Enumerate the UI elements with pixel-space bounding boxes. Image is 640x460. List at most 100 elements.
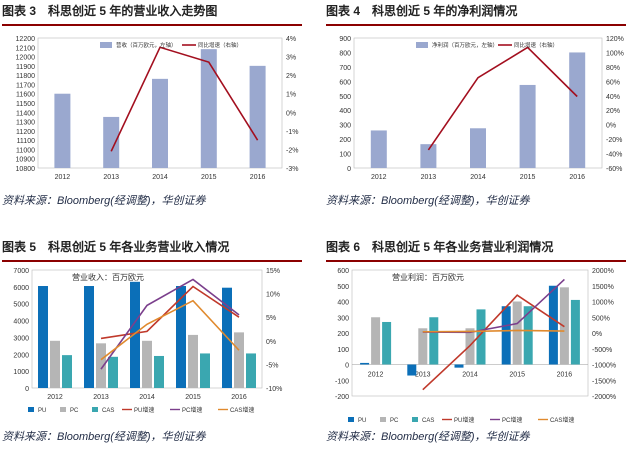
net-profit-chart: 0 100 200 300 400 500 600 700 800 900 -60% -40% -20%… [339, 36, 624, 181]
series-line [100, 278, 240, 370]
bar [234, 332, 244, 388]
x-tick-label: 2016 [250, 174, 266, 181]
legend-label: PC [390, 418, 399, 424]
bar [62, 355, 72, 388]
y-left-tick-label: 100 [337, 347, 349, 354]
y-left-tick-label: 12100 [16, 45, 36, 52]
legend-label: CAS [102, 408, 114, 414]
bar [176, 286, 186, 388]
bar [142, 340, 152, 388]
bar [523, 306, 533, 365]
series-line [422, 329, 565, 333]
x-tick-label: 2013 [93, 394, 109, 401]
legend-label: 营收（百万欧元，左轴） [116, 41, 177, 49]
y-left-tick-label: 600 [339, 79, 351, 86]
y-right-tick-label: 1% [286, 92, 296, 99]
y-right-tick-label: -5% [266, 362, 278, 369]
legend-swatch [416, 42, 428, 48]
y-left-tick-label: 500 [339, 94, 351, 101]
y-left-tick-label: 12000 [16, 55, 36, 62]
y-left-tick-label: 11600 [16, 92, 35, 99]
y-right-tick-label: 0% [606, 123, 616, 130]
y-right-tick-label: -2000% [592, 394, 616, 401]
legend-swatch [348, 417, 354, 422]
panel-title: 图表 6 科思创近 5 年各业务营业利润情况 [326, 238, 626, 262]
legend-label: PC [70, 408, 79, 414]
y-right-tick-label: -2% [286, 147, 298, 154]
legend-swatch [28, 407, 34, 412]
legend-label: PU [358, 418, 366, 424]
y-right-tick-label: -1% [286, 129, 298, 136]
y-left-tick-label: 0 [345, 363, 349, 370]
y-right-tick-label: 1000% [592, 300, 614, 307]
y-left-tick-label: 400 [337, 300, 349, 307]
chart-annotation: 营业收入：百万欧元 [72, 272, 144, 282]
legend-label: CAS [422, 418, 434, 424]
bar [50, 340, 60, 388]
y-left-tick-label: 6000 [13, 285, 29, 292]
y-right-tick-label: 60% [606, 79, 620, 86]
series-line [110, 46, 259, 152]
y-right-tick-label: -60% [606, 166, 622, 173]
bar [54, 93, 71, 168]
x-tick-label: 2012 [55, 174, 71, 181]
x-tick-label: 2013 [421, 174, 437, 181]
source-note: 资料来源：Bloomberg(经调整)，华创证券 [2, 195, 206, 207]
y-right-tick-label: -1500% [592, 378, 616, 385]
bar [360, 362, 370, 365]
y-right-tick-label: 20% [606, 108, 620, 115]
bar [429, 317, 439, 365]
panel-title: 图表 4 科思创近 5 年的净利润情况 [326, 2, 626, 26]
series-line [422, 294, 565, 391]
figure-label: 图表 5 [2, 240, 37, 254]
figure-label: 图表 4 [326, 4, 361, 18]
y-left-tick-label: 200 [337, 331, 349, 338]
x-tick-label: 2016 [557, 372, 573, 379]
y-right-tick-label: 10% [266, 292, 280, 299]
x-tick-label: 2016 [569, 174, 585, 181]
bar [570, 299, 580, 365]
bar [371, 317, 381, 365]
y-right-tick-label: 0% [592, 331, 602, 338]
y-right-tick-label: 120% [606, 36, 624, 43]
y-left-tick-label: 500 [337, 284, 349, 291]
y-left-tick-label: 2000 [13, 352, 29, 359]
bar [246, 353, 256, 388]
x-tick-label: 2015 [520, 174, 536, 181]
y-right-tick-label: 4% [286, 36, 296, 43]
y-left-tick-label: 600 [337, 268, 349, 275]
panel-title: 图表 5 科思创近 5 年各业务营业收入情况 [2, 238, 302, 262]
x-tick-label: 2013 [415, 372, 431, 379]
bar [200, 49, 217, 169]
x-tick-label: 2015 [201, 174, 217, 181]
segment-profit-chart: -200 -100 0 100 200 300 400 500 600 -2000% -1500% -… [335, 268, 616, 424]
legend-label: PC增速 [182, 406, 202, 414]
bar [38, 286, 48, 388]
bar [370, 130, 387, 168]
y-left-tick-label: -200 [335, 394, 349, 401]
legend-label: 净利润（百万欧元，左轴） [432, 41, 498, 49]
y-right-tick-label: 80% [606, 65, 620, 72]
chart-annotation: 营业利润：百万欧元 [392, 272, 464, 282]
y-left-tick-label: 11800 [16, 73, 35, 80]
y-left-tick-label: 11000 [16, 147, 35, 154]
y-right-tick-label: 2% [286, 73, 296, 80]
y-left-tick-label: 3000 [13, 335, 29, 342]
y-left-tick-label: 7000 [13, 268, 29, 275]
bar [249, 65, 266, 168]
y-left-tick-label: 200 [339, 137, 351, 144]
y-right-tick-label: -500% [592, 347, 612, 354]
y-left-tick-label: 0 [25, 386, 29, 393]
y-right-tick-label: 15% [266, 268, 280, 275]
x-tick-label: 2014 [139, 394, 155, 401]
bar [103, 116, 120, 168]
chart-panel-revenue: 图表 3 科思创近 5 年的营业收入走势图 10800 10900 11000 1110… [2, 2, 320, 224]
figure-label: 图表 3 [2, 4, 37, 18]
x-tick-label: 2014 [152, 174, 168, 181]
y-left-tick-label: 11100 [17, 138, 36, 145]
y-left-tick-label: 11200 [16, 129, 35, 136]
y-left-tick-label: 800 [339, 50, 351, 57]
series-line [100, 285, 240, 340]
y-left-tick-label: 300 [337, 315, 349, 322]
bar [519, 84, 536, 168]
